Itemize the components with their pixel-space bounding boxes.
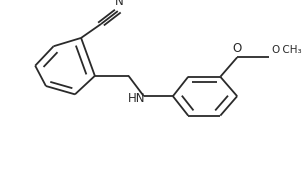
Text: O: O — [233, 42, 242, 55]
Text: HN: HN — [128, 92, 146, 105]
Text: N: N — [115, 0, 124, 8]
Text: O CH₃: O CH₃ — [272, 45, 302, 55]
